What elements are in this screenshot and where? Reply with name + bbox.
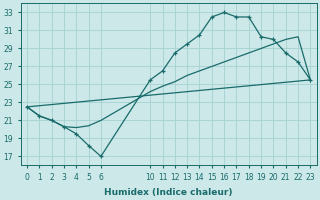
X-axis label: Humidex (Indice chaleur): Humidex (Indice chaleur) — [104, 188, 233, 197]
